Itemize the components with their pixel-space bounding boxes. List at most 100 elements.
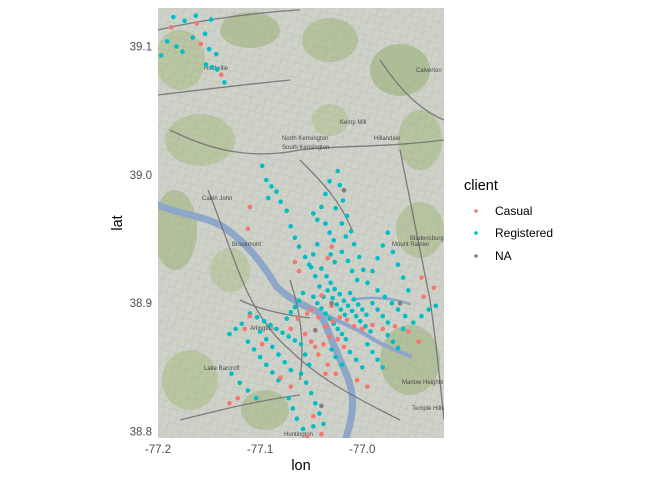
data-point [341, 188, 347, 193]
legend-key-na [474, 254, 478, 258]
data-point [365, 342, 370, 347]
data-point [315, 300, 320, 306]
data-point [280, 330, 285, 336]
data-point [370, 349, 375, 355]
data-point [317, 284, 322, 289]
data-point [365, 280, 370, 286]
data-point [327, 179, 332, 184]
x-tick-label: -77.2 [145, 444, 171, 456]
data-point [319, 431, 324, 437]
data-point [328, 252, 333, 257]
data-point [227, 401, 232, 406]
data-point [360, 365, 365, 370]
data-point [242, 326, 248, 332]
data-point [365, 384, 370, 390]
data-point [339, 249, 345, 255]
data-point [319, 403, 324, 409]
data-point [304, 434, 310, 438]
data-point [319, 306, 324, 311]
map-label: North Kensington [282, 136, 328, 142]
data-point [426, 307, 432, 312]
data-point [311, 211, 316, 216]
data-point [292, 338, 298, 343]
data-point [370, 268, 375, 274]
data-point [222, 80, 227, 85]
data-point [190, 35, 195, 40]
data-point [351, 241, 357, 247]
data-point [319, 293, 324, 298]
data-point [296, 298, 302, 304]
data-point [247, 204, 253, 210]
data-point [402, 313, 408, 319]
data-point [300, 290, 306, 296]
data-point [321, 342, 326, 347]
data-point [363, 324, 368, 329]
data-point [253, 395, 259, 401]
data-point [254, 315, 260, 320]
data-point [182, 18, 187, 24]
map-label: Marlow Heights [402, 380, 443, 386]
data-point [364, 312, 369, 318]
data-point [333, 354, 339, 360]
data-point [245, 388, 251, 393]
legend-label-na: NA [495, 249, 512, 263]
data-point [385, 333, 391, 338]
data-point [356, 254, 362, 260]
map-background: Rockville Kemp Mill Hillandale Calverton… [158, 8, 444, 438]
data-point [302, 331, 308, 337]
data-point [311, 252, 316, 257]
data-point [288, 223, 294, 229]
data-point [311, 424, 316, 429]
data-point [304, 311, 310, 316]
y-axis: 38.8 38.9 39.0 39.1 lat [110, 42, 152, 439]
data-points [158, 13, 439, 438]
legend-item-registered: Registered [474, 226, 553, 240]
data-point [198, 41, 204, 47]
data-point [385, 320, 391, 325]
data-point [406, 288, 411, 293]
data-point [421, 294, 426, 300]
data-point [360, 307, 365, 312]
data-point [264, 362, 269, 368]
data-point [193, 13, 199, 18]
data-point [375, 255, 380, 261]
data-point [313, 344, 318, 350]
data-point [319, 266, 324, 271]
data-point [288, 367, 294, 373]
data-point [406, 329, 411, 334]
data-point [245, 226, 251, 232]
data-point [266, 195, 271, 201]
data-point [203, 62, 209, 67]
data-point [325, 288, 330, 293]
data-point [380, 243, 386, 248]
data-point [247, 313, 253, 319]
data-point [395, 307, 401, 312]
data-point [348, 229, 354, 234]
map-labels: Rockville Kemp Mill Hillandale Calverton… [202, 66, 444, 438]
data-point [296, 244, 302, 249]
data-point [419, 313, 424, 319]
data-point [327, 334, 332, 339]
data-point [282, 360, 288, 365]
map-label: Bladensburg [410, 236, 444, 242]
data-point [323, 324, 328, 329]
data-point [298, 342, 304, 347]
data-point [339, 331, 345, 337]
data-point [355, 302, 361, 307]
data-point [311, 294, 316, 300]
series-registered [158, 13, 439, 432]
data-point [385, 230, 391, 235]
x-axis-title: lon [291, 458, 310, 474]
data-point [351, 324, 357, 329]
data-point [340, 198, 346, 203]
map-label: Mount Rainier [392, 242, 429, 248]
data-point [411, 320, 416, 325]
data-point [341, 344, 347, 350]
data-point [229, 371, 234, 377]
legend-label-casual: Casual [495, 204, 532, 218]
data-point [313, 274, 318, 279]
data-point [395, 262, 401, 268]
data-point [278, 375, 283, 381]
data-point [319, 204, 324, 210]
